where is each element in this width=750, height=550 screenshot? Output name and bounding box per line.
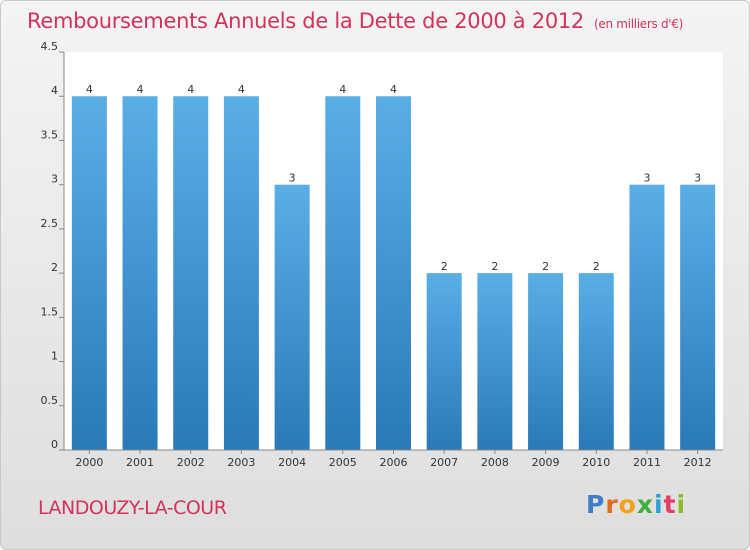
data-label: 2 xyxy=(593,260,600,273)
x-tick-label: 2004 xyxy=(278,456,306,469)
y-tick-label: 2.5 xyxy=(41,217,59,230)
proxiti-logo: Proxiti xyxy=(586,490,687,519)
y-tick-label: 1 xyxy=(51,350,58,363)
x-tick-label: 2002 xyxy=(177,456,205,469)
data-label: 4 xyxy=(86,83,93,96)
y-tick-label: 0.5 xyxy=(41,394,59,407)
data-label: 3 xyxy=(289,172,296,185)
bar-2002 xyxy=(173,96,209,450)
y-tick-label: 4 xyxy=(51,84,58,97)
data-label: 2 xyxy=(491,260,498,273)
x-axis: 2000 2001 2002 2003 2004 2005 2006 2007 2008 2009… xyxy=(64,449,723,469)
data-label: 3 xyxy=(643,172,650,185)
y-tick-label: 1.5 xyxy=(41,305,59,318)
chart-title-text: Remboursements Annuels de la Dette de 20… xyxy=(27,9,584,33)
data-label: 4 xyxy=(137,83,144,96)
bar-2001 xyxy=(122,96,158,450)
bar-2007 xyxy=(426,273,462,450)
data-label: 3 xyxy=(694,172,701,185)
y-tick-label: 3.5 xyxy=(41,128,59,141)
bar-2009 xyxy=(528,273,564,450)
x-tick-label: 2008 xyxy=(481,456,509,469)
data-label: 4 xyxy=(238,83,245,96)
bar-2011 xyxy=(629,184,665,450)
y-tick-label: 2 xyxy=(51,261,58,274)
bars: 4 4 4 4 3 4 4 2 2 2 2 3 3 xyxy=(71,83,716,450)
chart-title: Remboursements Annuels de la Dette de 20… xyxy=(27,9,683,33)
x-tick-label: 2010 xyxy=(582,456,610,469)
unit-note: (en milliers d'€) xyxy=(594,17,684,31)
y-tick-label: 0 xyxy=(51,438,58,451)
y-tick-label: 3 xyxy=(51,173,58,186)
x-tick-label: 2003 xyxy=(227,456,255,469)
bar-2005 xyxy=(325,96,361,450)
x-tick-label: 2006 xyxy=(380,456,408,469)
location-name: LANDOUZY-LA-COUR xyxy=(38,497,227,519)
data-label: 4 xyxy=(339,83,346,96)
bar-2010 xyxy=(578,273,614,450)
data-label: 2 xyxy=(542,260,549,273)
bar-2008 xyxy=(477,273,513,450)
x-tick-label: 2009 xyxy=(532,456,560,469)
bar-2006 xyxy=(376,96,411,450)
y-tick-label: 4.5 xyxy=(41,40,59,53)
data-label: 4 xyxy=(390,83,397,96)
y-axis: 0 0.5 1 1.5 2 2.5 3 3.5 4 4.5 xyxy=(41,40,65,451)
bar-2003 xyxy=(223,96,259,450)
bar-2004 xyxy=(274,184,310,450)
x-tick-label: 2011 xyxy=(633,456,661,469)
bar-2012 xyxy=(680,184,716,450)
x-tick-label: 2012 xyxy=(684,456,712,469)
bar-2000 xyxy=(71,96,107,450)
x-tick-label: 2001 xyxy=(126,456,154,469)
x-tick-label: 2007 xyxy=(430,456,458,469)
data-label: 4 xyxy=(187,83,194,96)
x-tick-label: 2005 xyxy=(329,456,357,469)
data-label: 2 xyxy=(441,260,448,273)
x-tick-label: 2000 xyxy=(75,456,103,469)
